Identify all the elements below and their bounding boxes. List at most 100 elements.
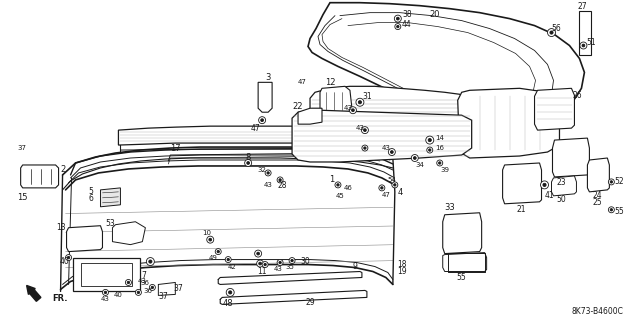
Text: 55: 55 bbox=[614, 207, 624, 216]
Circle shape bbox=[147, 257, 154, 265]
Text: 52: 52 bbox=[614, 177, 624, 186]
Text: 43: 43 bbox=[355, 125, 364, 131]
Text: 47: 47 bbox=[298, 79, 307, 85]
Circle shape bbox=[358, 101, 362, 104]
Text: 23: 23 bbox=[557, 178, 566, 187]
Text: 37: 37 bbox=[158, 292, 168, 301]
Polygon shape bbox=[443, 253, 486, 271]
Polygon shape bbox=[534, 88, 575, 130]
Text: 43: 43 bbox=[101, 296, 110, 302]
Polygon shape bbox=[552, 138, 589, 177]
Circle shape bbox=[436, 160, 443, 166]
Circle shape bbox=[149, 285, 156, 290]
Text: 47: 47 bbox=[381, 192, 390, 198]
Circle shape bbox=[259, 262, 262, 265]
Circle shape bbox=[395, 24, 401, 30]
Circle shape bbox=[67, 256, 70, 259]
Circle shape bbox=[279, 179, 282, 181]
Circle shape bbox=[429, 149, 431, 151]
Text: 42: 42 bbox=[228, 263, 237, 270]
Text: 8: 8 bbox=[246, 152, 251, 161]
Circle shape bbox=[427, 147, 433, 153]
Circle shape bbox=[390, 151, 393, 153]
Circle shape bbox=[609, 179, 614, 185]
Text: 43: 43 bbox=[264, 182, 273, 188]
Circle shape bbox=[262, 262, 268, 268]
Text: 28: 28 bbox=[277, 182, 287, 190]
Circle shape bbox=[413, 157, 416, 160]
Text: 55: 55 bbox=[457, 273, 467, 282]
Circle shape bbox=[412, 154, 419, 161]
Text: 17: 17 bbox=[170, 144, 180, 152]
Polygon shape bbox=[298, 108, 322, 124]
Circle shape bbox=[610, 209, 612, 211]
Polygon shape bbox=[502, 163, 541, 204]
Circle shape bbox=[394, 184, 396, 186]
Text: 27: 27 bbox=[578, 2, 588, 11]
Text: 43: 43 bbox=[381, 145, 390, 151]
Text: 3: 3 bbox=[266, 73, 271, 82]
Circle shape bbox=[610, 181, 612, 183]
Circle shape bbox=[547, 29, 556, 37]
Circle shape bbox=[550, 31, 553, 34]
Text: 40: 40 bbox=[60, 257, 69, 266]
Text: 54: 54 bbox=[387, 177, 396, 183]
Text: 30: 30 bbox=[300, 257, 310, 266]
Text: 47: 47 bbox=[250, 124, 260, 133]
Polygon shape bbox=[72, 257, 140, 292]
Polygon shape bbox=[20, 165, 59, 188]
Polygon shape bbox=[81, 263, 132, 286]
Text: 9: 9 bbox=[353, 262, 357, 271]
Polygon shape bbox=[258, 82, 272, 112]
Text: 56: 56 bbox=[552, 24, 561, 33]
Circle shape bbox=[267, 172, 269, 174]
Text: 26: 26 bbox=[573, 91, 582, 100]
Circle shape bbox=[215, 249, 221, 255]
Text: 6: 6 bbox=[88, 194, 93, 203]
Polygon shape bbox=[292, 110, 472, 162]
Text: 43: 43 bbox=[274, 265, 282, 271]
Text: 31: 31 bbox=[362, 92, 372, 101]
Circle shape bbox=[337, 184, 339, 186]
Text: 34: 34 bbox=[415, 162, 424, 168]
Circle shape bbox=[257, 260, 264, 267]
Circle shape bbox=[356, 98, 364, 106]
Text: 39: 39 bbox=[440, 167, 449, 173]
Circle shape bbox=[207, 236, 214, 243]
FancyArrow shape bbox=[27, 286, 41, 301]
Polygon shape bbox=[552, 176, 577, 196]
Circle shape bbox=[151, 286, 154, 289]
Circle shape bbox=[609, 207, 614, 213]
Text: 41: 41 bbox=[545, 191, 554, 200]
Circle shape bbox=[244, 160, 252, 167]
Text: 37: 37 bbox=[18, 145, 27, 151]
Text: 12: 12 bbox=[324, 78, 335, 87]
Polygon shape bbox=[443, 213, 482, 254]
Circle shape bbox=[582, 44, 585, 47]
Text: 49: 49 bbox=[209, 255, 218, 261]
Circle shape bbox=[426, 136, 434, 144]
Circle shape bbox=[396, 17, 399, 20]
Polygon shape bbox=[118, 126, 390, 145]
Circle shape bbox=[379, 185, 385, 191]
Text: 4: 4 bbox=[397, 188, 403, 197]
Circle shape bbox=[277, 177, 283, 183]
Polygon shape bbox=[588, 158, 609, 192]
Polygon shape bbox=[579, 11, 591, 56]
Circle shape bbox=[259, 117, 266, 124]
Polygon shape bbox=[458, 88, 559, 158]
Circle shape bbox=[136, 289, 141, 295]
Circle shape bbox=[209, 238, 212, 241]
Text: 18: 18 bbox=[397, 260, 406, 269]
Text: 33: 33 bbox=[444, 203, 455, 212]
Text: 19: 19 bbox=[397, 267, 406, 276]
Text: 43: 43 bbox=[344, 105, 353, 111]
Circle shape bbox=[381, 187, 383, 189]
Text: 14: 14 bbox=[435, 135, 444, 141]
Circle shape bbox=[388, 149, 396, 156]
Circle shape bbox=[394, 15, 401, 22]
Text: 51: 51 bbox=[587, 38, 596, 47]
Circle shape bbox=[349, 107, 356, 114]
Circle shape bbox=[65, 255, 72, 261]
Text: 50: 50 bbox=[557, 195, 566, 204]
